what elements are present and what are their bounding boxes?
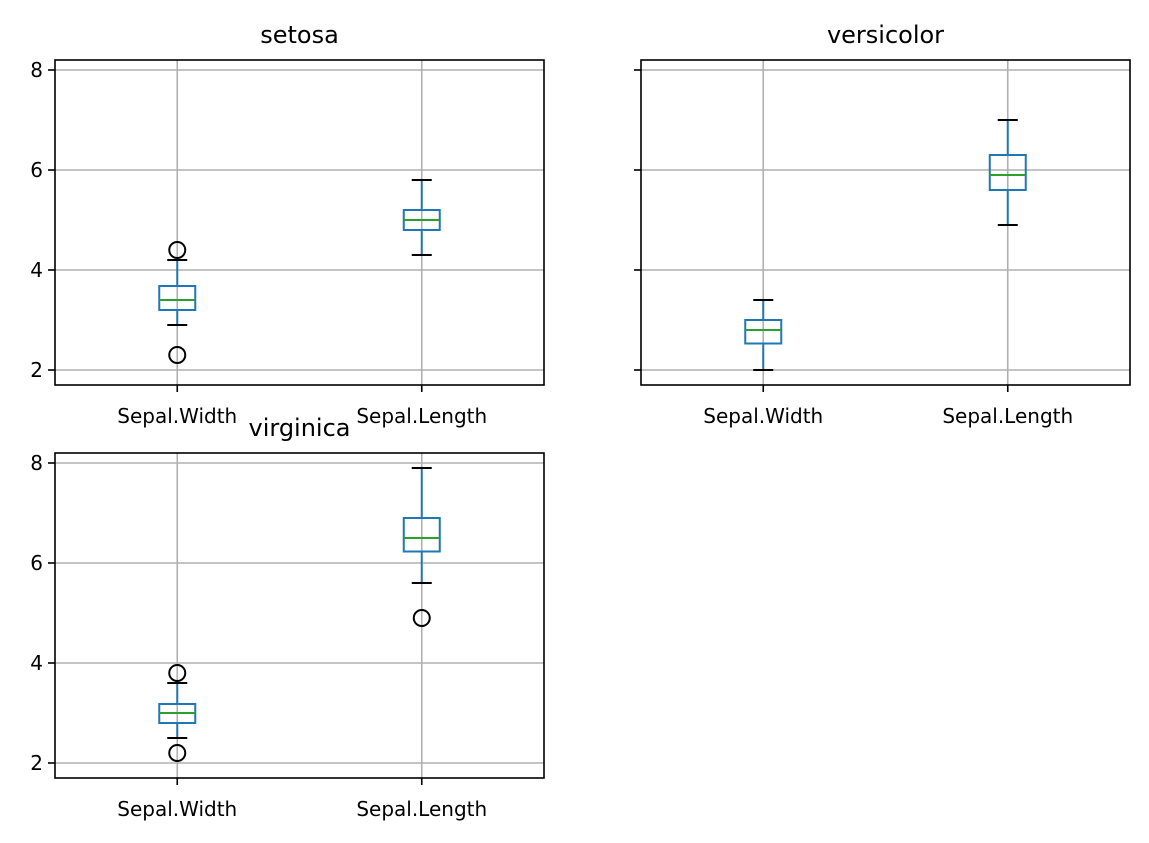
box-sepal-length xyxy=(402,179,441,256)
outlier-point xyxy=(168,241,187,259)
y-tick-label: 8 xyxy=(30,451,43,475)
x-tick-label: Sepal.Width xyxy=(703,404,823,428)
box-body xyxy=(988,154,1027,191)
axes-frame xyxy=(640,59,1131,386)
box-body xyxy=(402,517,441,553)
panel-title: versicolor xyxy=(827,21,944,49)
outlier-point xyxy=(168,664,187,682)
x-tick-label: Sepal.Length xyxy=(942,404,1073,428)
x-tick-label: Sepal.Length xyxy=(356,797,487,821)
y-tick-label: 4 xyxy=(30,258,43,282)
box-sepal-length xyxy=(988,119,1027,226)
y-tick-label: 8 xyxy=(30,58,43,82)
axes-frame xyxy=(54,59,545,386)
outlier-point xyxy=(168,744,187,762)
axes-frame xyxy=(54,452,545,779)
outlier-point xyxy=(168,346,187,364)
panel-title: virginica xyxy=(249,414,351,442)
box-body xyxy=(158,285,197,311)
box-sepal-width xyxy=(158,664,197,762)
box-sepal-length xyxy=(402,467,441,627)
panel-title: setosa xyxy=(260,21,339,49)
y-tick-label: 4 xyxy=(30,651,43,675)
outlier-point xyxy=(412,609,431,627)
y-tick-label: 2 xyxy=(30,751,43,775)
y-tick-label: 2 xyxy=(30,358,43,382)
x-tick-label: Sepal.Length xyxy=(356,404,487,428)
box-sepal-width xyxy=(744,299,783,371)
y-tick-label: 6 xyxy=(30,551,43,575)
virginica-panel: 2 4 6 8 Sepal.Width Sepal.Length virginica xyxy=(30,414,545,821)
versicolor-panel: Sepal.Width Sepal.Length versicolor xyxy=(634,21,1131,428)
setosa-panel: 2 4 6 8 Sepal.Width Sepal.Length setosa xyxy=(30,21,545,428)
x-tick-label: Sepal.Width xyxy=(117,797,237,821)
box-body xyxy=(744,319,783,345)
box-sepal-width xyxy=(158,241,197,364)
y-tick-label: 6 xyxy=(30,158,43,182)
x-tick-label: Sepal.Width xyxy=(117,404,237,428)
